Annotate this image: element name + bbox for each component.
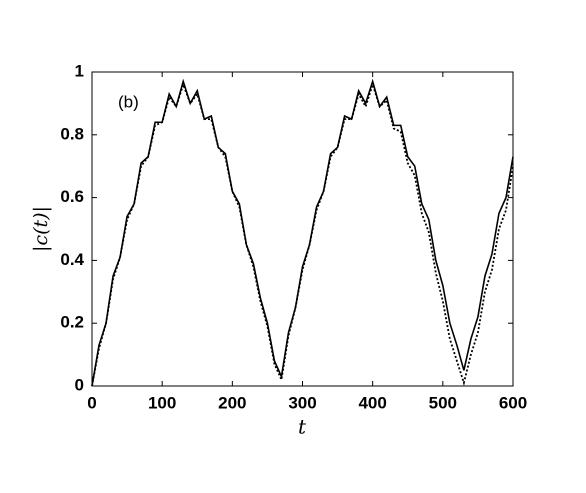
y-tick-label: 0.4 xyxy=(60,250,84,269)
y-tick-label: 0.8 xyxy=(60,124,84,143)
x-tick-label: 500 xyxy=(429,393,457,412)
y-tick-label: 0.6 xyxy=(60,187,84,206)
x-tick-label: 300 xyxy=(288,393,316,412)
y-tick-label: 0.2 xyxy=(60,313,84,332)
x-tick-label: 600 xyxy=(499,393,527,412)
x-tick-label: 100 xyxy=(148,393,176,412)
y-tick-label: 1 xyxy=(75,61,84,80)
line-series xyxy=(91,81,514,387)
x-tick-label: 200 xyxy=(218,393,246,412)
annotation: (b) xyxy=(118,92,139,111)
x-tick-label: 400 xyxy=(358,393,386,412)
x-tick-label: 0 xyxy=(87,393,96,412)
plot-frame xyxy=(91,71,514,387)
x-axis-label: t xyxy=(298,415,307,439)
y-axis-label: |c(t)| xyxy=(30,206,52,252)
y-tick-label: 0 xyxy=(75,375,84,394)
